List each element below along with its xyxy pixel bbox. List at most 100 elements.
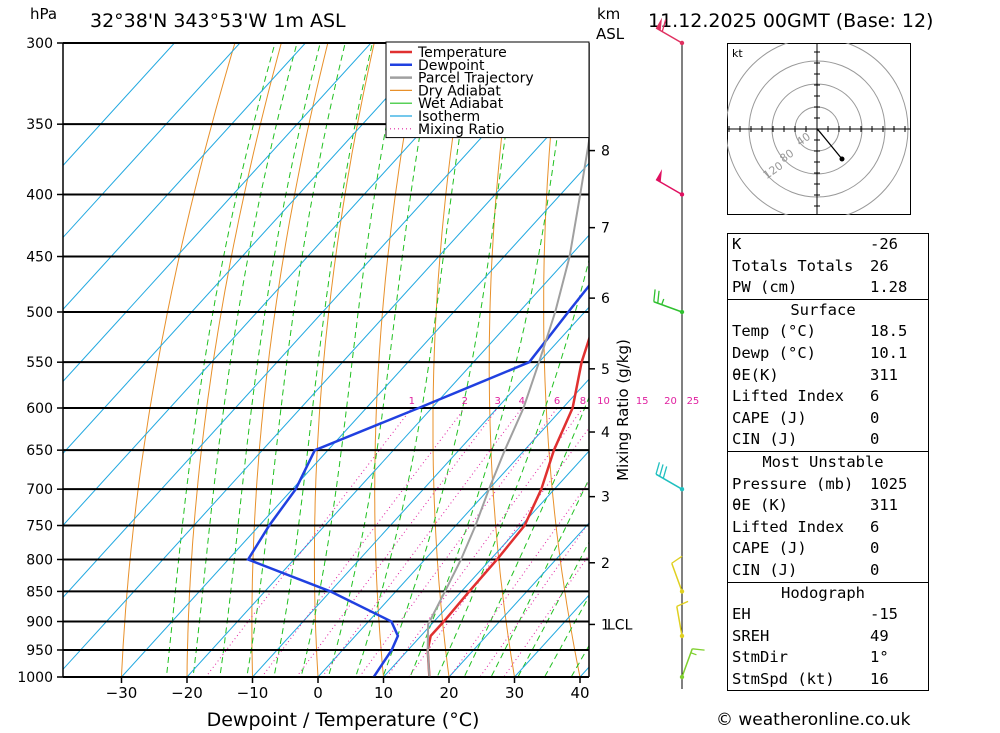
pressure-tick-label: 400 bbox=[26, 187, 53, 203]
height-unit-label: km bbox=[597, 5, 621, 23]
row-value: 26 bbox=[870, 256, 889, 275]
table-row: EH -15 bbox=[728, 604, 928, 626]
temp-tick-label: 0 bbox=[313, 684, 323, 702]
temp-tick-label: 30 bbox=[505, 684, 524, 702]
mixing-ratio-label: 20 bbox=[664, 396, 677, 407]
table-row: StmDir 1° bbox=[728, 647, 928, 669]
row-value: 1° bbox=[870, 648, 889, 667]
table-row: CIN (J) 0 bbox=[728, 560, 928, 582]
table-row: θE (K) 311 bbox=[728, 495, 928, 517]
row-label: Totals Totals bbox=[732, 256, 854, 275]
row-value: 1025 bbox=[870, 474, 908, 493]
row-label: K bbox=[732, 235, 742, 253]
height-tick-label: 7 bbox=[601, 221, 610, 237]
location-label: 32°38'N 343°53'W 1m ASL bbox=[90, 10, 346, 32]
table-row: SREH 49 bbox=[728, 626, 928, 648]
row-label: Lifted Index bbox=[732, 517, 844, 536]
parcel-trajectory-profile bbox=[426, 135, 589, 677]
row-label: Lifted Index bbox=[732, 387, 844, 406]
mixing-ratio-label: 25 bbox=[687, 396, 700, 407]
pressure-tick-label: 950 bbox=[26, 643, 53, 659]
height-tick-label: 1 bbox=[601, 617, 610, 633]
height-tick-label: 4 bbox=[601, 425, 610, 441]
row-value: -15 bbox=[870, 605, 898, 624]
hodograph-header: Hodograph bbox=[728, 581, 928, 605]
row-label: SREH bbox=[732, 626, 770, 645]
table-row: Lifted Index 6 bbox=[728, 386, 928, 408]
legend-entry: Wet Adiabat bbox=[418, 96, 504, 112]
mixing-ratio-label: 15 bbox=[636, 396, 649, 407]
row-value: 6 bbox=[870, 517, 880, 536]
temp-tick-label: 10 bbox=[374, 684, 393, 702]
x-axis-title: Dewpoint / Temperature (°C) bbox=[207, 709, 480, 731]
row-value: 0 bbox=[870, 408, 880, 427]
pressure-tick-label: 500 bbox=[26, 305, 53, 321]
row-label: θE(K) bbox=[732, 365, 779, 384]
row-label: PW (cm) bbox=[732, 278, 798, 297]
row-value: 10.1 bbox=[870, 343, 908, 362]
pressure-tick-label: 450 bbox=[26, 250, 53, 266]
row-value: 0 bbox=[870, 539, 880, 558]
row-value: 6 bbox=[870, 387, 880, 406]
row-label: StmDir bbox=[732, 648, 788, 667]
row-label: StmSpd (kt) bbox=[732, 669, 835, 688]
legend-entry: Mixing Ratio bbox=[418, 122, 504, 138]
height-tick-label: 8 bbox=[601, 144, 610, 160]
row-value: 49 bbox=[870, 626, 889, 645]
table-row: Dewp (°C) 10.1 bbox=[728, 343, 928, 365]
pressure-tick-label: 800 bbox=[26, 552, 53, 568]
legend-entry: Dry Adiabat bbox=[418, 83, 501, 99]
dewpoint-profile bbox=[246, 283, 589, 677]
datetime-label: 11.12.2025 00GMT (Base: 12) bbox=[648, 10, 934, 32]
height-tick-label: 6 bbox=[601, 291, 610, 307]
row-value: 16 bbox=[870, 669, 889, 688]
row-label: Pressure (mb) bbox=[732, 474, 854, 493]
row-label: Dewp (°C) bbox=[732, 343, 816, 362]
table-row: StmSpd (kt) 16 bbox=[728, 669, 928, 691]
pressure-tick-label: 850 bbox=[26, 584, 53, 600]
row-label: θE (K) bbox=[732, 496, 788, 515]
row-label: CIN (J) bbox=[732, 560, 798, 579]
wind-barb bbox=[676, 600, 689, 639]
row-label: EH bbox=[732, 605, 751, 624]
row-value: 311 bbox=[870, 365, 898, 384]
height-tick-label: 3 bbox=[601, 490, 610, 506]
pressure-tick-label: 700 bbox=[26, 482, 53, 498]
mixing-ratio-label: 10 bbox=[597, 396, 610, 407]
wind-barb bbox=[655, 462, 685, 492]
table-row: CIN (J) 0 bbox=[728, 429, 928, 451]
wind-barb bbox=[653, 289, 685, 315]
hodograph-end-point bbox=[839, 156, 845, 162]
temp-tick-label: −20 bbox=[171, 684, 203, 702]
table-row: K -26 bbox=[728, 234, 928, 256]
mixing-ratio-label: 2 bbox=[462, 396, 468, 407]
height-unit-asl-label: ASL bbox=[596, 25, 625, 43]
pressure-tick-label: 300 bbox=[26, 36, 53, 52]
table-row: θE(K) 311 bbox=[728, 365, 928, 387]
copyright: © weatheronline.co.uk bbox=[716, 710, 911, 730]
hodograph-trace bbox=[816, 128, 843, 160]
legend-entry: Dewpoint bbox=[418, 58, 485, 74]
pressure-tick-label: 900 bbox=[26, 615, 53, 631]
temp-tick-label: −10 bbox=[237, 684, 269, 702]
table-row: Lifted Index 6 bbox=[728, 517, 928, 539]
mixing-ratio-axis-title: Mixing Ratio (g/kg) bbox=[614, 339, 632, 481]
row-value: 311 bbox=[870, 496, 898, 515]
wind-barb bbox=[655, 169, 685, 197]
table-row: Pressure (mb) 1025 bbox=[728, 474, 928, 496]
mixing-ratio-label: 6 bbox=[554, 396, 560, 407]
pressure-unit-label: hPa bbox=[30, 5, 58, 23]
lcl-label: LCL bbox=[607, 617, 633, 633]
pressure-tick-label: 1000 bbox=[17, 670, 53, 686]
row-value: 1.28 bbox=[870, 278, 908, 297]
table-row: CAPE (J) 0 bbox=[728, 408, 928, 430]
hodograph-unit: kt bbox=[732, 47, 743, 60]
table-row: CAPE (J) 0 bbox=[728, 538, 928, 560]
mixing-ratio-label: 4 bbox=[519, 396, 525, 407]
table-row: Temp (°C) 18.5 bbox=[728, 321, 928, 343]
mixing-ratio-label: 8 bbox=[580, 396, 586, 407]
legend-entry: Parcel Trajectory bbox=[418, 71, 534, 87]
